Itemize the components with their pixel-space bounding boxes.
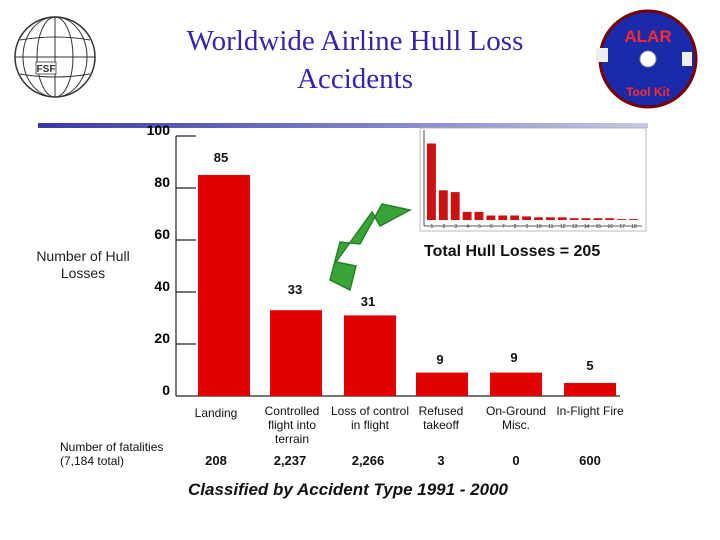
bar-value-label: 33	[287, 282, 303, 297]
alar-tool-kit-cd-logo: ALAR Tool Kit	[596, 9, 698, 109]
bar-value-label: 5	[586, 358, 594, 373]
alar-logo-text: ALAR	[624, 27, 671, 46]
total-hull-losses-label: Total Hull Losses = 205	[424, 243, 601, 260]
fatalities-value: 2,237	[273, 453, 307, 468]
bar-series	[198, 175, 616, 396]
fatalities-value: 3	[437, 453, 445, 468]
y-axis-label: Number of Hull Losses	[36, 248, 130, 281]
inset-bar	[522, 216, 531, 220]
inset-bar	[629, 219, 638, 220]
title-line-1: Worldwide Airline Hull Loss	[186, 25, 524, 57]
bar-value-label: 31	[360, 294, 376, 309]
fatalities-value: 208	[205, 453, 227, 468]
inset-tick-label: 3	[454, 224, 457, 230]
category-label: Refused takeoff	[418, 404, 464, 432]
y-tick-label: 20	[154, 330, 170, 346]
category-label: In-Flight Fire	[556, 404, 624, 418]
inset-bar	[569, 218, 579, 220]
category-label: Loss of control in flight	[330, 404, 410, 432]
title-divider	[38, 123, 648, 128]
inset-tick-label: 6	[490, 224, 493, 230]
inset-bar	[462, 211, 472, 220]
fatalities-value: 600	[579, 453, 601, 468]
inset-tick-label: 17	[619, 224, 625, 230]
bar	[270, 310, 322, 396]
inset-bar	[593, 218, 603, 220]
inset-tick-label: 7	[502, 224, 505, 230]
bar	[198, 175, 250, 396]
inset-tick-label: 14	[584, 224, 590, 230]
inset-bar	[498, 215, 508, 220]
inset-bar	[474, 211, 484, 220]
bar-value-label: 85	[213, 150, 229, 165]
inset-bar	[617, 219, 627, 220]
inset-bar	[605, 218, 615, 220]
inset-bar	[581, 218, 591, 220]
inset-tick-label: 13	[572, 224, 578, 230]
y-tick-label: 0	[162, 382, 170, 398]
inset-tick-label: 18	[631, 224, 637, 230]
title-line-2: Accidents	[297, 63, 413, 95]
toolkit-logo-text: Tool Kit	[626, 85, 670, 99]
inset-bar	[545, 217, 555, 220]
category-label: On-Ground Misc.	[485, 404, 547, 432]
y-tick-label: 80	[154, 174, 170, 190]
inset-bar	[557, 217, 567, 220]
fatalities-value: 0	[512, 453, 520, 468]
inset-tick-label: 5	[478, 224, 481, 230]
fatalities-row-label: Number of fatalities (7,184 total)	[60, 440, 164, 468]
inset-bar	[510, 215, 520, 220]
green-arrow-icon	[329, 203, 413, 292]
fsf-logo-text: FSF	[37, 64, 56, 75]
inset-tick-label: 10	[536, 224, 542, 230]
category-label: Landing	[194, 406, 238, 420]
inset-bar	[450, 192, 460, 220]
y-tick-label: 100	[146, 122, 170, 138]
fatalities-value: 2,266	[351, 453, 385, 468]
bar	[344, 315, 396, 396]
bar-value-label: 9	[436, 352, 444, 367]
chart-footer-caption: Classified by Accident Type 1991 - 2000	[188, 480, 508, 499]
inset-tick-label: 16	[607, 224, 613, 230]
inset-chart: 1 2 3 4 5 6 7 8 9 10 11 12 13 14 15 16 17 18	[419, 127, 647, 232]
inset-bar	[534, 217, 543, 220]
inset-tick-label: 8	[514, 224, 517, 230]
inset-tick-label: 1	[431, 224, 434, 230]
inset-tick-label: 9	[526, 224, 529, 230]
inset-tick-label: 15	[596, 224, 602, 230]
fsf-globe-logo: FSF	[14, 16, 96, 98]
bar	[490, 372, 542, 396]
inset-bar	[427, 143, 436, 220]
y-tick-label: 40	[154, 278, 170, 294]
bar	[564, 383, 616, 396]
page-title: Worldwide Airline Hull Loss Accidents	[150, 22, 560, 98]
category-label: Controlled flight into terrain	[264, 404, 320, 446]
bar	[416, 372, 468, 396]
inset-tick-label: 4	[466, 224, 469, 230]
y-tick-label: 60	[154, 226, 170, 242]
bar-value-label: 9	[510, 350, 518, 365]
inset-bar	[438, 190, 448, 220]
inset-bar	[486, 215, 496, 220]
inset-tick-label: 2	[442, 224, 445, 230]
inset-tick-label: 12	[560, 224, 566, 230]
inset-tick-label: 11	[548, 224, 553, 230]
